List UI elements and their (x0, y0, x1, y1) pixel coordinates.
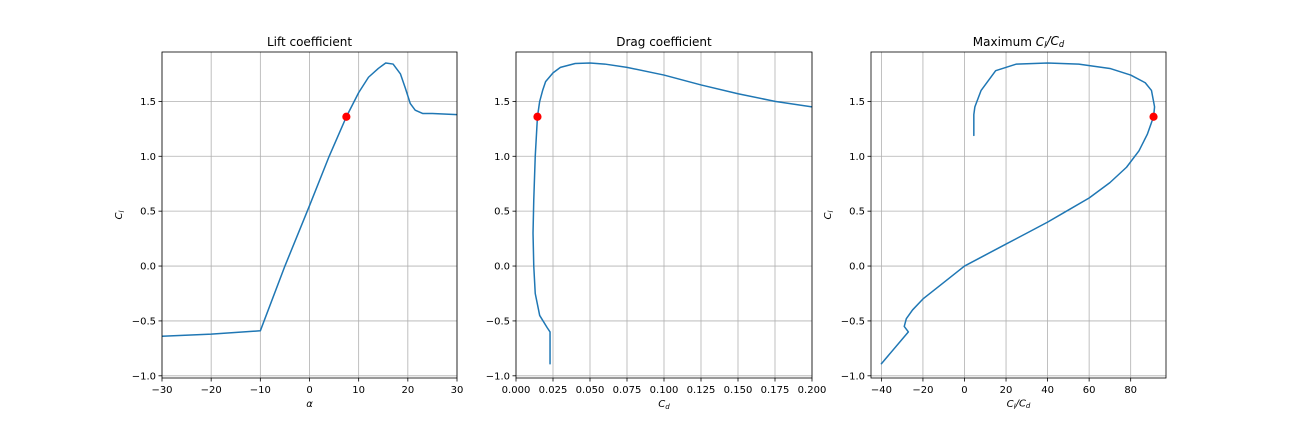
highlight-point (533, 112, 542, 121)
y-tick-label: −0.5 (486, 316, 510, 327)
highlight-point (1149, 112, 1158, 121)
x-tick-label: 0.125 (687, 385, 716, 396)
x-tick-label: 0.075 (613, 385, 642, 396)
x-tick-label: 20 (1000, 385, 1013, 396)
x-tick-label: 30 (451, 385, 464, 396)
y-tick-label: 0.0 (494, 262, 510, 273)
x-tick-label: 10 (352, 385, 365, 396)
y-tick-label: 1.5 (849, 97, 865, 108)
y-tick-label: 1.0 (140, 152, 156, 163)
chart-title: Drag coefficient (616, 35, 712, 49)
y-tick-label: 1.0 (494, 152, 510, 163)
x-tick-label: 0.100 (650, 385, 679, 396)
chart-panel-1: −30 −20 −10 0 10 20 30 −1.0 −0.5 0.0 0.5 1.0 1.5 Lift… (114, 35, 463, 410)
x-tick-label: 0.200 (798, 385, 827, 396)
chart-panel-3: −40 −20 0 20 40 60 80 −1.0 −0.5 0.0 0.5 1.0 1.5 Maxim… (823, 34, 1167, 411)
plot-area (871, 52, 1166, 378)
series-line (162, 62, 457, 338)
y-axis-label: Cl​ (823, 210, 835, 219)
x-axis-label: Cd​ (658, 399, 670, 411)
y-tick-label: 1.0 (849, 152, 865, 163)
x-tick-label: −20 (912, 385, 933, 396)
x-tick-label: 0.050 (576, 385, 605, 396)
y-tick-label: −1.0 (841, 371, 865, 382)
y-tick-label: 1.5 (494, 97, 510, 108)
highlight-point (342, 112, 351, 121)
x-tick-label: 0 (306, 385, 312, 396)
y-tick-label: −1.0 (486, 371, 510, 382)
x-axis-label: Cl​/Cd​ (1007, 398, 1031, 411)
y-axis-label: Cl​ (114, 210, 126, 219)
x-tick-label: −30 (151, 385, 172, 396)
series-line (880, 62, 1156, 365)
x-tick-label: 0.175 (761, 385, 790, 396)
y-tick-label: −0.5 (132, 316, 156, 327)
y-tick-label: 0.5 (140, 207, 156, 218)
y-tick-label: −1.0 (132, 371, 156, 382)
x-tick-label: 20 (401, 385, 414, 396)
y-tick-label: 1.5 (140, 97, 156, 108)
x-tick-label: 60 (1083, 385, 1096, 396)
chart-title: Lift coefficient (267, 35, 352, 49)
x-tick-label: 80 (1124, 385, 1137, 396)
series-line (532, 62, 812, 365)
y-tick-label: 0.5 (849, 207, 865, 218)
x-tick-label: 0 (961, 385, 967, 396)
x-tick-label: 0.150 (724, 385, 753, 396)
chart-panel-2: 0.000 0.025 0.050 0.075 0.100 0.125 0.150 0.175… (486, 35, 827, 411)
axes-frame (870, 51, 1167, 379)
x-tick-label: 0.025 (539, 385, 568, 396)
x-tick-label: −20 (201, 385, 222, 396)
y-tick-label: −0.5 (841, 316, 865, 327)
x-tick-label: 40 (1041, 385, 1054, 396)
chart-title: Maximum Cl​/Cd​ (973, 34, 1065, 50)
y-tick-label: 0.0 (849, 262, 865, 273)
y-tick-label: 0.0 (140, 262, 156, 273)
x-tick-label: −10 (250, 385, 271, 396)
x-axis-label: α (306, 399, 313, 410)
y-tick-label: 0.5 (494, 207, 510, 218)
x-tick-label: −40 (871, 385, 892, 396)
x-tick-label: 0.000 (502, 385, 531, 396)
